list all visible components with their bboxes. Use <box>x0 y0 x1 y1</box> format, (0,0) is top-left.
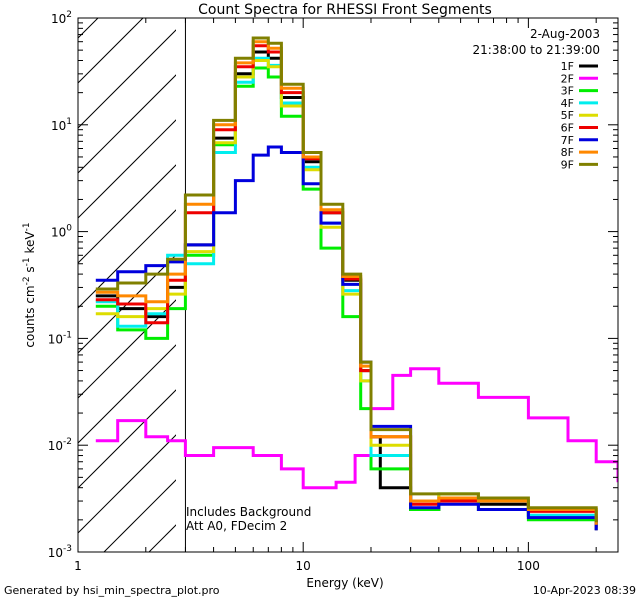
series-line-7F <box>95 145 598 531</box>
x-axis-label: Energy (keV) <box>306 576 383 590</box>
hatch-line <box>78 344 176 444</box>
hatch-line <box>78 434 176 534</box>
x-tick-labels: 1 10 100 <box>74 559 540 573</box>
annotation-attenuator: Att A0, FDecim 2 <box>186 519 287 533</box>
series-line-3F <box>95 66 598 525</box>
legend-label: 9F <box>561 158 574 171</box>
hatch-line <box>78 18 144 84</box>
legend-label: 7F <box>561 134 574 147</box>
y-tick-label: 100 <box>51 224 72 240</box>
y-tick-label: 10-2 <box>48 437 72 453</box>
y-tick-labels: 10-3 10-2 10-1 100 101 102 <box>48 10 73 560</box>
legend-label: 2F <box>561 72 574 85</box>
x-tick-label: 100 <box>517 559 540 573</box>
legend-label: 5F <box>561 109 574 122</box>
legend-label: 4F <box>561 97 574 110</box>
series-layer <box>95 36 618 531</box>
x-tick-label: 10 <box>296 559 311 573</box>
hatch-line <box>78 209 176 309</box>
hatch-line <box>78 164 176 264</box>
shaded-region <box>78 18 176 552</box>
plot-frame <box>77 17 619 553</box>
series-line-5F <box>95 59 598 525</box>
y-tick-label: 10-1 <box>48 330 72 346</box>
series-line-2F <box>95 367 618 490</box>
hatch-line <box>78 119 176 219</box>
hatch-line <box>78 29 176 129</box>
chart-title: Count Spectra for RHESSI Front Segments <box>198 2 492 18</box>
hatch-line <box>103 479 176 552</box>
footer-timestamp: 10-Apr-2023 08:39 <box>532 584 636 597</box>
legend-label: 1F <box>561 60 574 73</box>
time-range-label: 21:38:00 to 21:39:00 <box>473 43 600 57</box>
series-line-6F <box>95 44 598 528</box>
legend-label: 8F <box>561 146 574 159</box>
series-line-9F <box>95 36 598 523</box>
x-tick-label: 1 <box>74 559 82 573</box>
hatch-line <box>78 389 176 489</box>
legend-label: 3F <box>561 85 574 98</box>
y-tick-label: 10-3 <box>48 544 72 560</box>
footer-generated-by: Generated by hsi_min_spectra_plot.pro <box>4 584 220 597</box>
y-axis-label: counts cm-2 s-1 keV-1 <box>22 222 37 347</box>
hatch-line <box>78 74 176 174</box>
axis-ticks <box>77 17 618 553</box>
y-tick-label: 102 <box>51 10 72 26</box>
legend-label: 6F <box>561 122 574 135</box>
date-label: 2-Aug-2003 <box>530 27 600 41</box>
hatch-line <box>78 299 176 399</box>
annotation-background: Includes Background <box>186 505 311 519</box>
y-tick-label: 101 <box>51 117 72 133</box>
